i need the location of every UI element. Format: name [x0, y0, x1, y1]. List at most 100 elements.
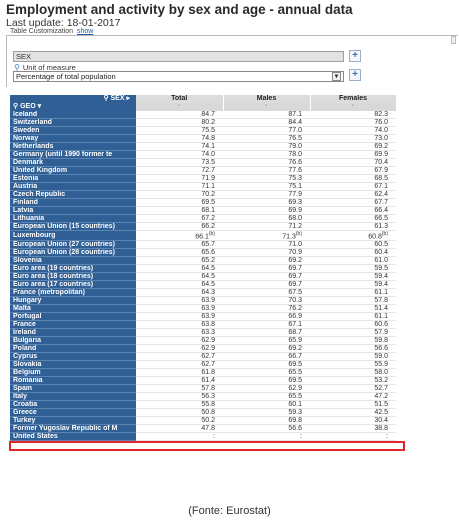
cell-males: 65.9 — [223, 336, 310, 346]
cell-value: 56.6 — [288, 425, 302, 433]
row-country: Portugal — [10, 312, 136, 322]
row-country: European Union (15 countries) — [10, 222, 136, 232]
table-row: Ireland 63.3 68.7 57.9 — [10, 328, 396, 338]
table-customization-label: Table Customization — [10, 28, 74, 35]
cell-value: 76.6 — [288, 159, 302, 167]
column-header-males[interactable]: Males — [223, 95, 311, 103]
cell-females: 76.0 — [310, 118, 396, 128]
cell-total: 71.9 — [136, 174, 223, 184]
chevron-down-icon[interactable]: ▼ — [332, 72, 341, 81]
cell-value: 76.5 — [288, 135, 302, 143]
cell-females: 73.0 — [310, 134, 396, 144]
cell-males: 69.7 — [223, 272, 310, 282]
page-title: Employment and activity by sex and age -… — [6, 2, 353, 17]
cell-value: 68.0 — [288, 215, 302, 223]
cell-females: 67.7 — [310, 198, 396, 208]
table-row: Germany (until 1990 former te 74.0 78.0 69.… — [10, 150, 396, 160]
show-link[interactable]: show — [76, 28, 94, 35]
row-country: Czech Republic — [10, 190, 136, 200]
cell-total: 50.8 — [136, 408, 223, 418]
column-header-total[interactable]: Total — [136, 95, 224, 103]
cell-total: 61.8 — [136, 368, 223, 378]
cell-total: 74.8 — [136, 134, 223, 144]
table-row: Malta 63.9 76.2 51.4 — [10, 304, 396, 314]
cell-total: 47.8 — [136, 424, 223, 434]
cell-males: 84.4 — [223, 118, 310, 128]
sort-indicator-icon[interactable]: ◦ — [223, 102, 311, 111]
cell-value: 60.6 — [374, 321, 388, 329]
table-row: Estonia 71.9 75.3 68.5 — [10, 174, 396, 184]
cell-value: 67.2 — [201, 215, 215, 223]
add-dimension-button[interactable]: + — [349, 50, 361, 62]
cell-males: 69.8 — [223, 416, 310, 426]
cell-total: 62.9 — [136, 336, 223, 346]
unit-of-measure-select[interactable]: Percentage of total population ▼ — [13, 71, 344, 82]
cell-females: 60.4 — [310, 248, 396, 258]
cell-males: 77.6 — [223, 166, 310, 176]
cell-males: 70.9 — [223, 248, 310, 258]
cell-males: 77.0 — [223, 126, 310, 136]
cell-total: 63.3 — [136, 328, 223, 338]
row-country: Hungary — [10, 296, 136, 306]
cell-value: : — [386, 433, 388, 441]
cell-males: 69.2 — [223, 344, 310, 354]
sort-indicator-icon[interactable]: ◦ — [136, 102, 224, 111]
sort-indicator-icon[interactable]: ◦ — [310, 102, 397, 111]
cell-value: 66.1 — [195, 233, 209, 241]
cell-value: 62.4 — [374, 191, 388, 199]
cell-value: 61.3 — [374, 223, 388, 231]
cell-value: 77.6 — [288, 167, 302, 175]
table-row: Bulgaria 62.9 65.9 59.8 — [10, 336, 396, 346]
sex-dimension-select[interactable]: SEX — [13, 51, 344, 62]
cell-total: 56.3 — [136, 392, 223, 402]
sex-header-label: SEX — [110, 95, 125, 103]
cell-value: 69.5 — [288, 361, 302, 369]
cell-females: : — [310, 432, 396, 442]
cell-value: 55.8 — [201, 401, 215, 409]
cell-females: 59.4 — [310, 280, 396, 290]
scrollbar[interactable] — [451, 36, 456, 44]
cell-value: 64.5 — [201, 265, 215, 273]
cell-value: 67.7 — [374, 199, 388, 207]
cell-total: 65.6 — [136, 248, 223, 258]
sort-icon: ▸ — [126, 95, 130, 103]
cell-value: 63.9 — [201, 297, 215, 305]
row-country: Luxembourg — [10, 230, 136, 242]
cell-value: 65.5 — [288, 393, 302, 401]
table-row: European Union (27 countries) 65.7 71.0 60.… — [10, 240, 396, 250]
cell-total: 66.1(b) — [136, 230, 223, 242]
row-country: Finland — [10, 198, 136, 208]
cell-males: 76.5 — [223, 134, 310, 144]
row-country: Italy — [10, 392, 136, 402]
table-row: Portugal 63.9 66.9 61.1 — [10, 312, 396, 322]
cell-value: 65.5 — [288, 369, 302, 377]
cell-value: 69.7 — [288, 281, 302, 289]
add-unit-button[interactable]: + — [349, 69, 361, 81]
cell-flag: (b) — [208, 231, 215, 238]
cell-females: 60.8(b) — [310, 230, 396, 242]
cell-value: 55.9 — [374, 361, 388, 369]
sex-header[interactable]: ⚲ SEX ▸ — [10, 95, 136, 103]
cell-value: 47.8 — [201, 425, 215, 433]
cell-value: 74.1 — [201, 143, 215, 151]
cell-value: 70.9 — [288, 249, 302, 257]
pin-icon: ⚲ — [103, 95, 111, 103]
geo-header[interactable]: ⚲ GEO ▾ — [10, 102, 136, 111]
cell-value: 73.0 — [374, 135, 388, 143]
cell-value: 66.5 — [374, 215, 388, 223]
table-row: Italy 56.3 65.5 47.2 — [10, 392, 396, 402]
cell-females: 70.4 — [310, 158, 396, 168]
cell-value: 69.8 — [288, 417, 302, 425]
table-row: Switzerland 80.2 84.4 76.0 — [10, 118, 396, 128]
cell-males: 69.5 — [223, 360, 310, 370]
cell-value: 75.1 — [288, 183, 302, 191]
table-row: Greece 50.8 59.3 42.5 — [10, 408, 396, 418]
cell-males: 67.5 — [223, 288, 310, 298]
table-row: Former Yugoslav Republic of M 47.8 56.6 38.… — [10, 424, 396, 434]
row-country: Cyprus — [10, 352, 136, 362]
column-header-females[interactable]: Females — [310, 95, 397, 103]
cell-total: 62.7 — [136, 360, 223, 370]
cell-females: 62.4 — [310, 190, 396, 200]
cell-value: 69.2 — [374, 143, 388, 151]
cell-value: : — [213, 433, 215, 441]
